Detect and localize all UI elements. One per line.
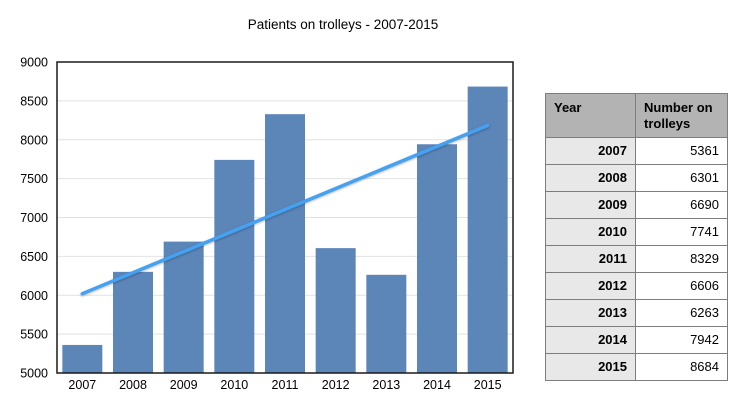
bar-2013	[366, 274, 407, 373]
year-cell: 2008	[545, 164, 636, 193]
table-row: 2009 6690	[545, 191, 728, 220]
x-axis-label-2013: 2013	[372, 378, 400, 392]
column-header-year: Year	[545, 92, 636, 139]
value-cell: 7942	[635, 326, 728, 355]
column-header-number-on-trolleys: Number on trolleys	[635, 92, 728, 139]
trolleys-data-table: Year Number on trolleys 2007 5361 2008 6301…	[545, 92, 728, 382]
x-axis-label-2009: 2009	[170, 378, 198, 392]
year-cell: 2012	[545, 272, 636, 301]
bar-2012	[315, 248, 356, 373]
table-row: 2013 6263	[545, 299, 728, 328]
plot-border	[56, 61, 514, 374]
bar-2007	[62, 344, 103, 373]
y-axis-tick-label: 9000	[20, 56, 48, 70]
x-axis-label-2008: 2008	[119, 378, 147, 392]
bar-2009	[163, 241, 204, 373]
y-axis-tick-label: 7500	[20, 172, 48, 186]
y-axis-tick-label: 8000	[20, 133, 48, 147]
trend-line	[80, 123, 490, 296]
value-cell: 6606	[635, 272, 728, 301]
x-axis-label-2014: 2014	[423, 378, 451, 392]
table-row: 2010 7741	[545, 218, 728, 247]
value-cell: 7741	[635, 218, 728, 247]
value-cell: 6301	[635, 164, 728, 193]
year-cell: 2007	[545, 137, 636, 166]
y-axis-tick-label: 8500	[20, 94, 48, 108]
y-axis-tick-label: 6500	[20, 250, 48, 264]
year-cell: 2014	[545, 326, 636, 355]
y-axis-tick-label: 5000	[20, 367, 48, 381]
table-row: 2008 6301	[545, 164, 728, 193]
x-axis-label-2015: 2015	[474, 378, 502, 392]
chart-title: Patients on trolleys - 2007-2015	[247, 17, 439, 32]
y-axis-tick-label: 6000	[20, 289, 48, 303]
bar-2014	[417, 144, 457, 373]
x-axis-label-2011: 2011	[272, 378, 299, 392]
table-row: 2014 7942	[545, 326, 728, 355]
year-cell: 2015	[545, 353, 636, 382]
year-cell: 2009	[545, 191, 636, 220]
year-cell: 2010	[545, 218, 636, 247]
year-cell: 2013	[545, 299, 636, 328]
value-cell: 6690	[635, 191, 728, 220]
table-row: 2007 5361	[545, 137, 728, 166]
x-axis-label-2007: 2007	[68, 378, 96, 392]
value-cell: 5361	[635, 137, 728, 166]
table-row: 2015 8684	[545, 353, 728, 382]
bar-2015	[467, 86, 508, 373]
y-axis-tick-label: 5500	[20, 328, 48, 342]
table-row: 2012 6606	[545, 272, 728, 301]
bar-2011	[265, 114, 305, 373]
table-row: 2011 8329	[545, 245, 728, 274]
x-axis-label-2010: 2010	[220, 378, 248, 392]
bar-2008	[113, 271, 153, 373]
value-cell: 6263	[635, 299, 728, 328]
value-cell: 8329	[635, 245, 728, 274]
value-cell: 8684	[635, 353, 728, 382]
year-cell: 2011	[545, 245, 636, 274]
bar-2010	[214, 159, 255, 373]
y-axis-tick-label: 7000	[20, 211, 48, 225]
table-header-row: Year Number on trolleys	[545, 92, 728, 139]
x-axis-label-2012: 2012	[322, 378, 350, 392]
